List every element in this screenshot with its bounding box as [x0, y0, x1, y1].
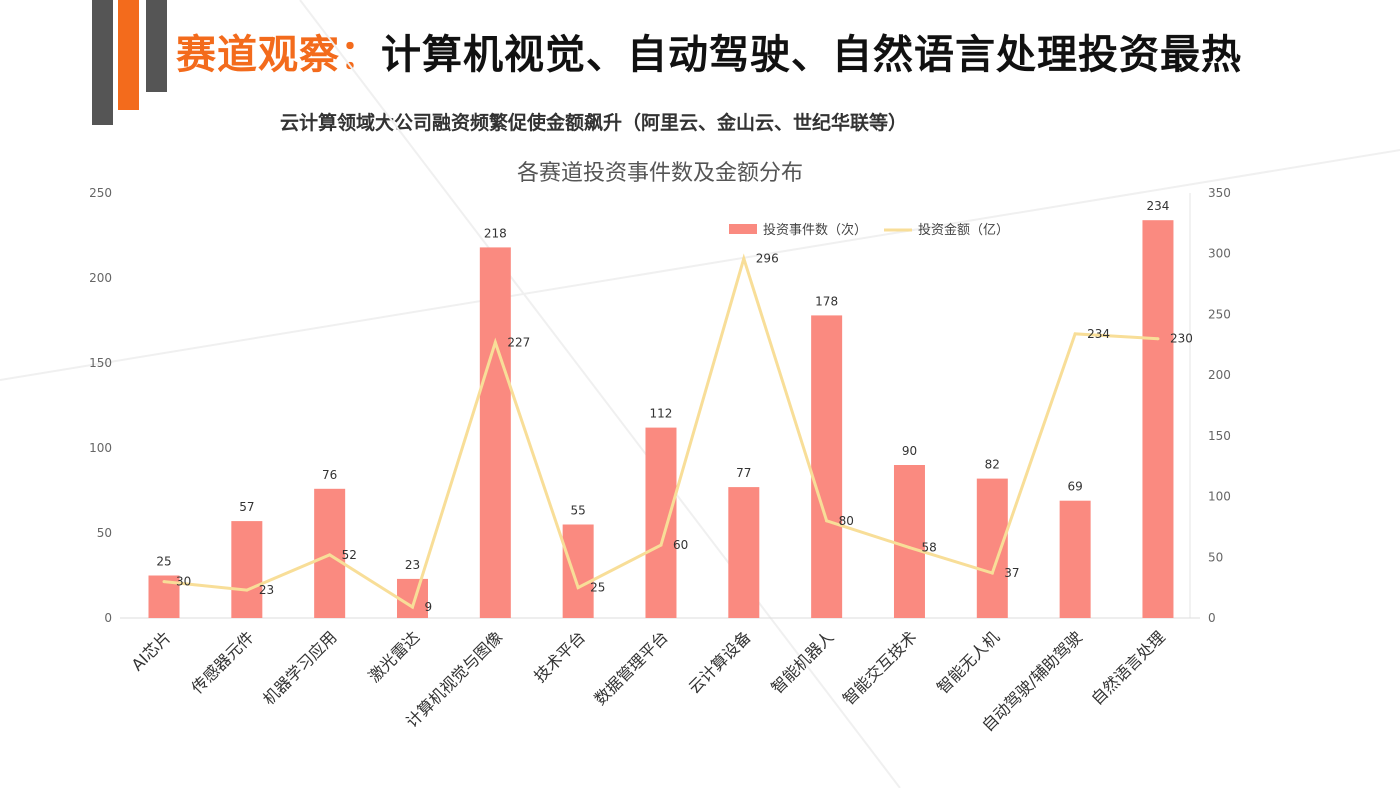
bar-value-label: 76: [322, 468, 337, 482]
right-tick-label: 50: [1208, 550, 1223, 564]
page-subtitle: 云计算领域大公司融资频繁促使金额飙升（阿里云、金山云、世纪华联等）: [280, 112, 908, 134]
line-value-label: 52: [342, 548, 357, 562]
bar-value-label: 90: [902, 444, 917, 458]
bar: [479, 247, 511, 618]
right-tick-label: 300: [1208, 247, 1231, 261]
category-label: 机器学习应用: [259, 627, 340, 708]
line-value-label: 227: [507, 335, 530, 349]
bar: [811, 315, 843, 618]
bar-value-label: 82: [985, 458, 1000, 472]
category-label: 传感器元件: [188, 627, 258, 697]
left-tick-label: 0: [104, 611, 112, 625]
line-value-label: 296: [756, 252, 779, 266]
bar-value-label: 55: [571, 504, 586, 518]
page-title: 赛道观察：计算机视觉、自动驾驶、自然语言处理投资最热: [176, 22, 1242, 80]
line-point: [825, 519, 829, 523]
right-tick-label: 200: [1208, 368, 1231, 382]
bar-value-label: 69: [1067, 480, 1082, 494]
bar-value-label: 234: [1147, 199, 1170, 213]
line-value-label: 23: [259, 583, 274, 597]
right-tick-label: 350: [1208, 186, 1231, 200]
bar-value-label: 218: [484, 226, 507, 240]
left-tick-label: 250: [89, 186, 112, 200]
line-value-label: 9: [424, 600, 432, 614]
category-label: 自然语言处理: [1087, 627, 1168, 708]
line-point: [1156, 337, 1160, 341]
left-tick-label: 200: [89, 271, 112, 285]
bar: [976, 478, 1008, 618]
title-rest: 计算机视觉、自动驾驶、自然语言处理投资最热: [381, 32, 1242, 78]
bar: [562, 524, 594, 618]
title-highlight: 赛道观察：: [176, 32, 381, 78]
bg-line: [0, 149, 1400, 381]
bar: [231, 521, 263, 618]
category-label: 技术平台: [530, 627, 589, 686]
left-tick-label: 100: [89, 441, 112, 455]
bar-value-label: 112: [650, 407, 673, 421]
deco-bar-gray-1: [92, 0, 113, 125]
bar-value-label: 77: [736, 466, 751, 480]
line-point: [493, 340, 497, 344]
bar-value-label: 178: [815, 294, 838, 308]
line-point: [410, 605, 414, 609]
bg-line: [299, 0, 901, 788]
line-point: [742, 257, 746, 261]
bar: [893, 465, 925, 618]
bar-value-label: 23: [405, 558, 420, 572]
line-point: [576, 586, 580, 590]
bar: [396, 578, 428, 618]
line-value-label: 25: [590, 581, 605, 595]
bar-value-label: 57: [239, 500, 254, 514]
line-point: [245, 588, 249, 592]
deco-bar-gray-2: [146, 0, 167, 92]
line-point: [990, 571, 994, 575]
line-value-label: 80: [839, 514, 854, 528]
bar: [1059, 500, 1091, 618]
legend-line-label: 投资金额（亿）: [918, 222, 1009, 238]
category-label: 智能机器人: [767, 627, 837, 697]
line-point: [162, 580, 166, 584]
line-point: [907, 546, 911, 550]
chart-title: 各赛道投资事件数及金额分布: [517, 161, 803, 186]
line-value-label: 234: [1087, 327, 1110, 341]
line-value-label: 58: [921, 541, 936, 555]
bar: [645, 427, 677, 618]
category-label: AI芯片: [128, 627, 175, 674]
category-label: 激光雷达: [365, 627, 424, 686]
legend-bar-swatch: [729, 224, 757, 234]
bar-value-label: 25: [156, 555, 171, 569]
legend-bar-label: 投资事件数（次）: [763, 222, 867, 238]
right-tick-label: 150: [1208, 429, 1231, 443]
bar: [728, 487, 760, 618]
line-value-label: 230: [1170, 332, 1193, 346]
category-label: 数据管理平台: [590, 627, 671, 708]
category-label: 云计算设备: [685, 627, 755, 697]
legend: 投资事件数（次） 投资金额（亿）: [729, 222, 1009, 238]
line-value-label: 30: [176, 575, 191, 589]
deco-bar-orange: [118, 0, 139, 110]
right-tick-label: 100: [1208, 490, 1231, 504]
left-tick-label: 150: [89, 356, 112, 370]
line-value-label: 60: [673, 538, 688, 552]
right-tick-label: 0: [1208, 611, 1216, 625]
line-point: [1073, 332, 1077, 336]
right-tick-label: 250: [1208, 307, 1231, 321]
line-point: [659, 543, 663, 547]
bar: [1142, 220, 1174, 618]
line-point: [328, 553, 332, 557]
left-tick-label: 50: [97, 526, 112, 540]
category-label: 智能无人机: [933, 627, 1003, 697]
line-value-label: 37: [1004, 566, 1019, 580]
category-label: 智能交互技术: [839, 627, 920, 708]
